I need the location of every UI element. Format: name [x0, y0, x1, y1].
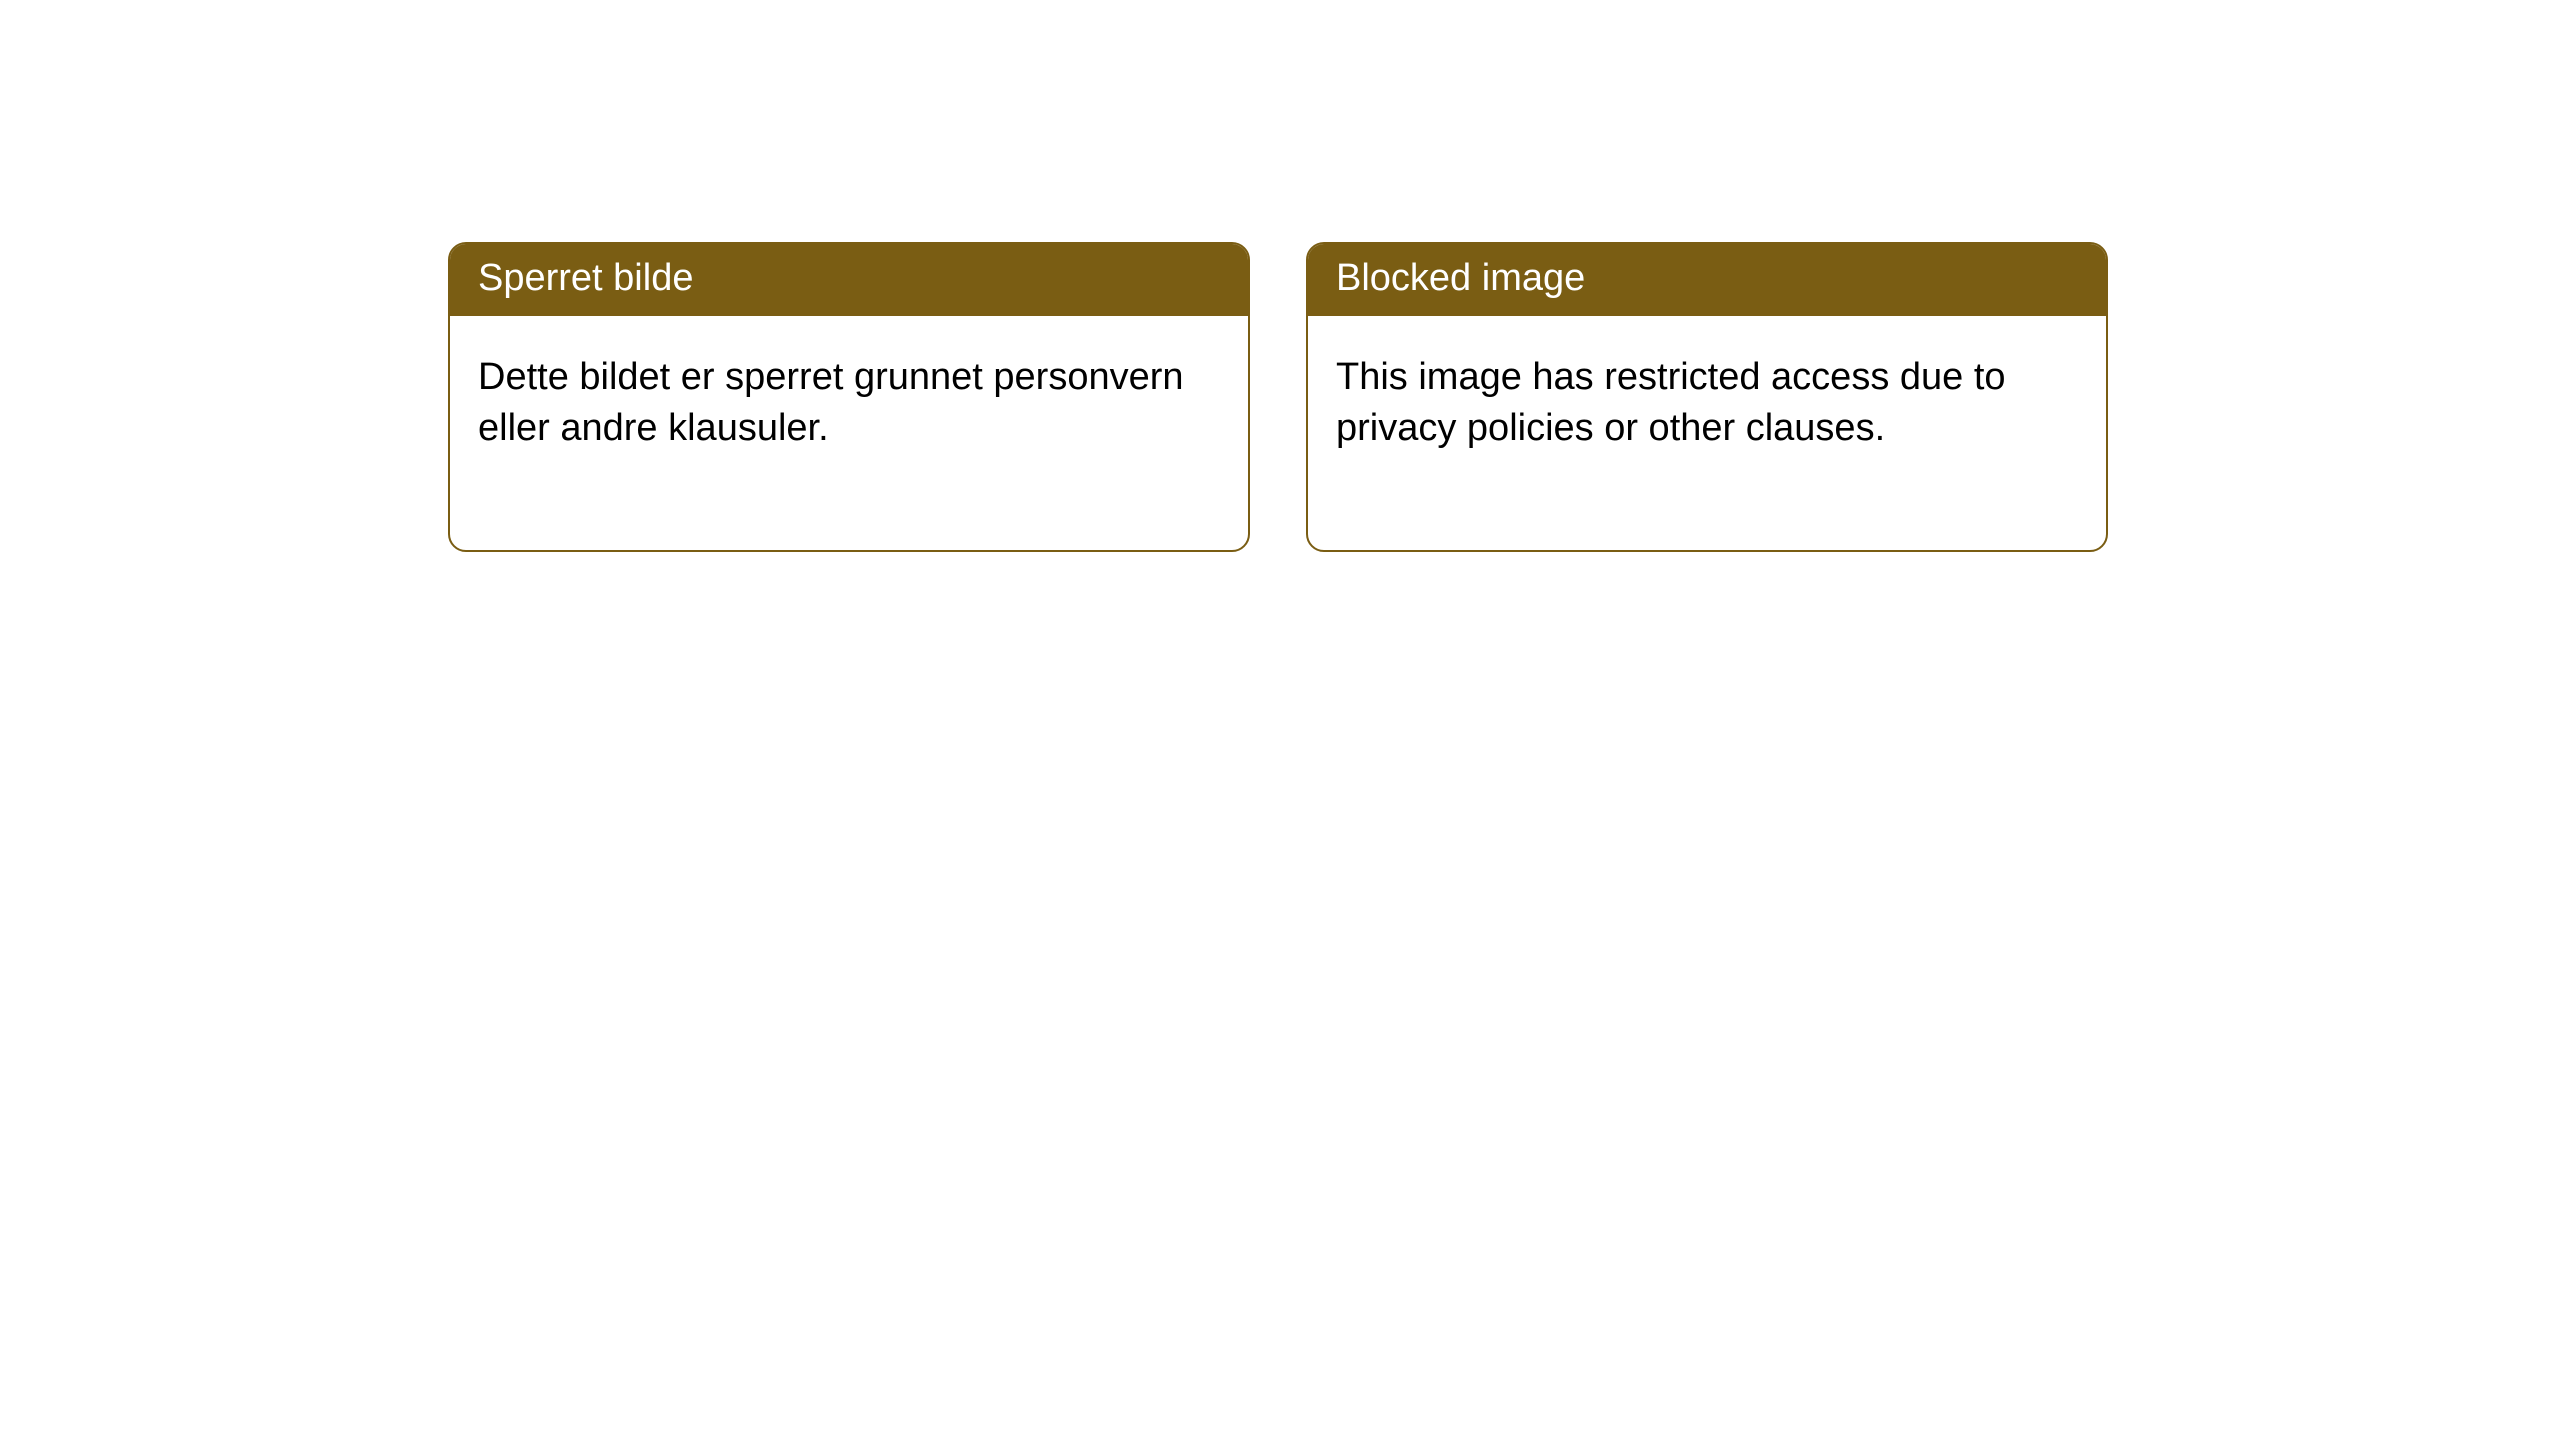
notice-card-no: Sperret bilde Dette bildet er sperret gr…	[448, 242, 1250, 552]
notice-container: Sperret bilde Dette bildet er sperret gr…	[0, 0, 2560, 552]
notice-title-en: Blocked image	[1308, 244, 2106, 316]
notice-body-en: This image has restricted access due to …	[1308, 316, 2106, 551]
notice-title-no: Sperret bilde	[450, 244, 1248, 316]
notice-card-en: Blocked image This image has restricted …	[1306, 242, 2108, 552]
notice-body-no: Dette bildet er sperret grunnet personve…	[450, 316, 1248, 551]
